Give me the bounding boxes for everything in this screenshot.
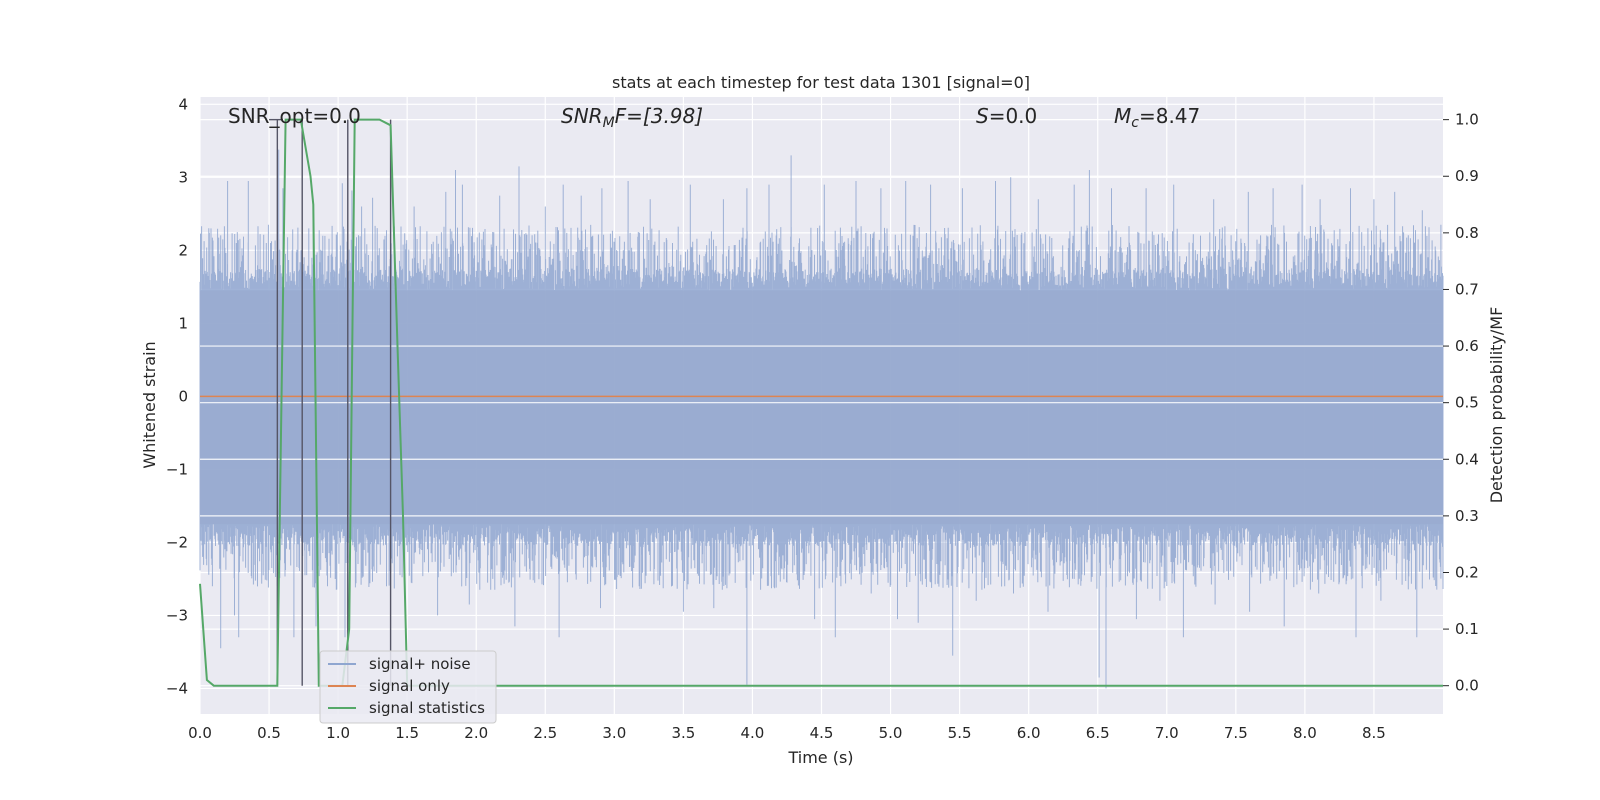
y-right-tick-label: 0.4: [1455, 450, 1479, 468]
y-right-tick-label: 0.2: [1455, 563, 1479, 581]
y-right-tick-label: 0.1: [1455, 620, 1479, 638]
y-left-tick-label: −1: [166, 460, 188, 478]
x-tick-label: 6.0: [1017, 724, 1041, 742]
legend-label-signal-statistics: signal statistics: [369, 699, 485, 717]
y-right-tick-label: 1.0: [1455, 111, 1479, 129]
s-rest: =0.0: [989, 104, 1038, 128]
x-tick-label: 0.5: [257, 724, 281, 742]
y-left-tick-label: −3: [166, 606, 188, 624]
x-tick-label: 7.5: [1224, 724, 1248, 742]
x-tick-label: 1.0: [326, 724, 350, 742]
x-tick-label: 0.0: [188, 724, 212, 742]
x-tick-label: 8.0: [1293, 724, 1317, 742]
marker-lines: [269, 118, 392, 686]
x-tick-label: 7.0: [1155, 724, 1179, 742]
x-tick-label: 4.5: [810, 724, 834, 742]
y-left-tick-label: 0: [178, 387, 188, 405]
signal-noise-band: [200, 290, 1443, 525]
y-right-tick-label: 0.6: [1455, 337, 1479, 355]
s-main: S: [976, 104, 989, 128]
signal-noise-series: [199, 149, 1444, 689]
x-tick-label: 5.5: [948, 724, 972, 742]
y-right-tick-label: 0.3: [1455, 507, 1479, 525]
y-right-tick-label: 0.9: [1455, 167, 1479, 185]
y-left-tick-label: −2: [166, 533, 188, 551]
x-axis-ticks: 0.0 0.5 1.0 1.5 2.0 2.5 3.0 3.5 4.0 4.5 5.0 5.5 6.0 6…: [188, 724, 1386, 742]
x-tick-label: 2.5: [533, 724, 557, 742]
mc-sub: c: [1131, 115, 1139, 131]
s-annotation: S=0.0: [976, 104, 1037, 128]
x-tick-label: 3.0: [602, 724, 626, 742]
x-tick-label: 1.5: [395, 724, 419, 742]
mc-rest: =8.47: [1139, 104, 1200, 128]
chart-title: stats at each timestep for test data 130…: [612, 73, 1030, 92]
legend: signal+ noise signal only signal statist…: [319, 650, 497, 724]
y-right-tick-label: 0.5: [1455, 394, 1479, 412]
y-left-tick-label: 3: [178, 168, 188, 186]
y-right-tick-label: 0.8: [1455, 224, 1479, 242]
y-left-axis-label: Whitened strain: [140, 341, 159, 468]
y-right-axis-ticks: 1.0 0.9 0.8 0.7 0.6 0.5 0.4 0.3 0.2 0.1 0.0: [1443, 111, 1479, 695]
mc-annotation: Mc=8.47: [1114, 104, 1200, 131]
y-left-axis-ticks: 4 3 2 1 0 −1 −2 −3 −4: [166, 95, 188, 697]
snr-mf-main: SNR: [561, 104, 603, 128]
y-right-tick-label: 0.0: [1455, 677, 1479, 695]
legend-box: [319, 650, 497, 724]
x-tick-label: 5.0: [879, 724, 903, 742]
y-left-tick-label: 2: [178, 241, 188, 259]
mc-main: M: [1114, 104, 1131, 128]
x-axis-label: Time (s): [787, 748, 853, 767]
x-tick-label: 4.0: [741, 724, 765, 742]
snr-opt-annotation: SNR_opt=0.0: [228, 104, 361, 128]
x-tick-label: 2.0: [464, 724, 488, 742]
x-tick-label: 8.5: [1362, 724, 1386, 742]
x-tick-label: 3.5: [671, 724, 695, 742]
y-left-tick-label: 4: [178, 95, 188, 113]
snr-mf-annotation: SNRMF=[3.98]: [561, 104, 703, 131]
snr-mf-rest: F=[3.98]: [615, 104, 703, 128]
x-tick-label: 6.5: [1086, 724, 1110, 742]
legend-label-signal-only: signal only: [369, 677, 450, 695]
y-left-tick-label: 1: [178, 314, 188, 332]
y-left-tick-label: −4: [166, 679, 188, 697]
snr-mf-sub: M: [603, 115, 615, 131]
legend-label-signal-noise: signal+ noise: [369, 655, 471, 673]
y-right-axis-label: Detection probability/MF: [1487, 307, 1506, 504]
y-right-tick-label: 0.7: [1455, 280, 1479, 298]
